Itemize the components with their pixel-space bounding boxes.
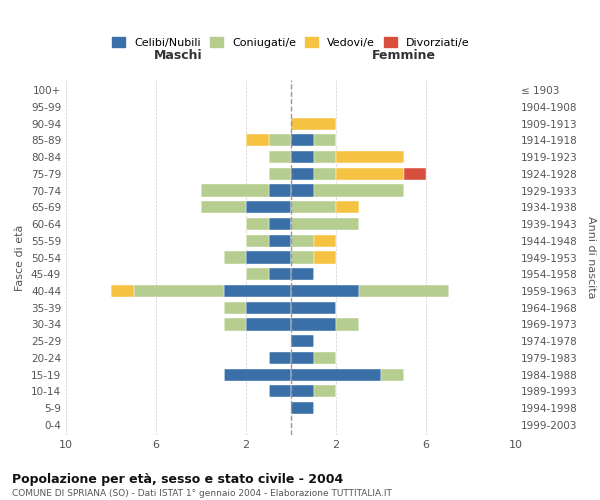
Bar	[336, 168, 404, 180]
Bar	[269, 386, 291, 398]
Bar	[291, 151, 314, 163]
Bar	[314, 386, 336, 398]
Bar	[223, 285, 291, 297]
Bar	[111, 285, 133, 297]
Bar	[223, 252, 246, 264]
Bar	[291, 234, 314, 247]
Bar	[269, 184, 291, 196]
Bar	[291, 402, 314, 414]
Bar	[381, 368, 404, 380]
Bar	[223, 368, 291, 380]
Bar	[291, 285, 359, 297]
Bar	[314, 352, 336, 364]
Bar	[291, 302, 336, 314]
Text: Popolazione per età, sesso e stato civile - 2004: Popolazione per età, sesso e stato civil…	[12, 472, 343, 486]
Bar	[201, 201, 246, 213]
Bar	[246, 252, 291, 264]
Bar	[246, 218, 269, 230]
Bar	[314, 184, 404, 196]
Bar	[246, 234, 269, 247]
Bar	[133, 285, 223, 297]
Bar	[291, 352, 314, 364]
Bar	[269, 168, 291, 180]
Bar	[269, 218, 291, 230]
Bar	[223, 318, 246, 330]
Bar	[223, 302, 246, 314]
Bar	[269, 151, 291, 163]
Bar	[246, 201, 291, 213]
Text: Maschi: Maschi	[154, 48, 203, 62]
Bar	[314, 168, 336, 180]
Bar	[291, 118, 336, 130]
Bar	[336, 151, 404, 163]
Bar	[314, 151, 336, 163]
Bar	[269, 134, 291, 146]
Bar	[336, 318, 359, 330]
Bar	[269, 268, 291, 280]
Bar	[201, 184, 269, 196]
Bar	[269, 234, 291, 247]
Bar	[291, 368, 381, 380]
Legend: Celibi/Nubili, Coniugati/e, Vedovi/e, Divorziati/e: Celibi/Nubili, Coniugati/e, Vedovi/e, Di…	[108, 32, 474, 52]
Bar	[291, 252, 314, 264]
Bar	[291, 268, 314, 280]
Bar	[291, 168, 314, 180]
Bar	[314, 252, 336, 264]
Text: Femmine: Femmine	[371, 48, 436, 62]
Bar	[291, 318, 336, 330]
Bar	[246, 318, 291, 330]
Y-axis label: Fasce di età: Fasce di età	[16, 224, 25, 290]
Bar	[291, 218, 359, 230]
Bar	[291, 134, 314, 146]
Bar	[246, 302, 291, 314]
Bar	[291, 335, 314, 347]
Bar	[291, 386, 314, 398]
Bar	[246, 268, 269, 280]
Bar	[336, 201, 359, 213]
Bar	[314, 234, 336, 247]
Text: COMUNE DI SPRIANA (SO) - Dati ISTAT 1° gennaio 2004 - Elaborazione TUTTITALIA.IT: COMUNE DI SPRIANA (SO) - Dati ISTAT 1° g…	[12, 489, 392, 498]
Bar	[246, 134, 269, 146]
Bar	[314, 134, 336, 146]
Bar	[404, 168, 426, 180]
Y-axis label: Anni di nascita: Anni di nascita	[586, 216, 596, 298]
Bar	[359, 285, 449, 297]
Bar	[269, 352, 291, 364]
Bar	[291, 201, 336, 213]
Bar	[291, 184, 314, 196]
